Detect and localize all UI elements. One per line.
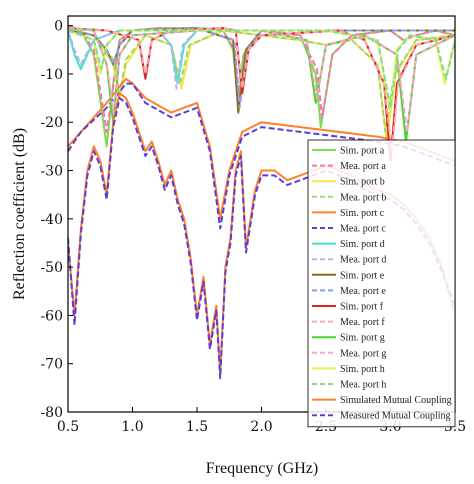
y-tick-label: -40 bbox=[40, 212, 63, 228]
legend-label: Sim. port h bbox=[340, 364, 385, 375]
legend-label: Mea. port a bbox=[340, 161, 386, 172]
y-tick-label: 0 bbox=[54, 19, 63, 35]
y-tick-label: -80 bbox=[40, 405, 63, 421]
series-line-5 bbox=[68, 77, 455, 220]
legend-box bbox=[307, 139, 456, 428]
legend-label: Mea. port c bbox=[340, 224, 386, 235]
legend-label: Mea. port e bbox=[340, 286, 386, 297]
series-line-16 bbox=[68, 29, 455, 109]
y-tick-label: -10 bbox=[40, 67, 63, 83]
legend-label: Mea. port h bbox=[340, 380, 386, 391]
x-tick-label: 1.5 bbox=[186, 419, 208, 435]
series-line-8 bbox=[68, 29, 455, 90]
y-tick-label: -60 bbox=[40, 308, 63, 324]
legend-label: Mea. port g bbox=[340, 348, 386, 359]
x-tick-label: 0.5 bbox=[57, 419, 79, 435]
legend-label: Simulated Mutual Coupling bbox=[340, 395, 452, 406]
legend-label: Sim. port d bbox=[340, 239, 385, 250]
legend-label: Sim. port b bbox=[340, 177, 385, 188]
legend-label: Mea. port b bbox=[340, 192, 386, 203]
series-line-14 bbox=[68, 27, 455, 133]
x-axis-title: Frequency (GHz) bbox=[206, 460, 318, 477]
y-tick-label: -70 bbox=[40, 357, 63, 373]
legend-label: Mea. port f bbox=[340, 317, 385, 328]
legend-label: Sim. port g bbox=[340, 333, 385, 344]
y-tick-label: -30 bbox=[40, 164, 63, 180]
legend-label: Sim. port f bbox=[340, 302, 384, 313]
x-tick-label: 1.0 bbox=[121, 419, 143, 435]
legend-label: Sim. port c bbox=[340, 208, 385, 219]
x-tick-label: 2.0 bbox=[250, 419, 272, 435]
y-tick-label: -20 bbox=[40, 115, 63, 131]
legend-label: Measured Mutual Coupling bbox=[340, 411, 451, 422]
legend-label: Sim. port e bbox=[340, 270, 385, 281]
y-axis: 0 -10 -20 -30 -40 -50 -60 -70 -80 bbox=[40, 19, 73, 421]
legend: Sim. port a Mea. port a Sim. port b Mea. po… bbox=[307, 139, 456, 428]
legend-label: Mea. port d bbox=[340, 255, 386, 266]
series-line-2 bbox=[68, 24, 455, 133]
y-tick-label: -50 bbox=[40, 260, 63, 276]
y-axis-title: Reflection coefficient (dB) bbox=[11, 128, 28, 300]
legend-label: Sim. port a bbox=[340, 146, 385, 157]
